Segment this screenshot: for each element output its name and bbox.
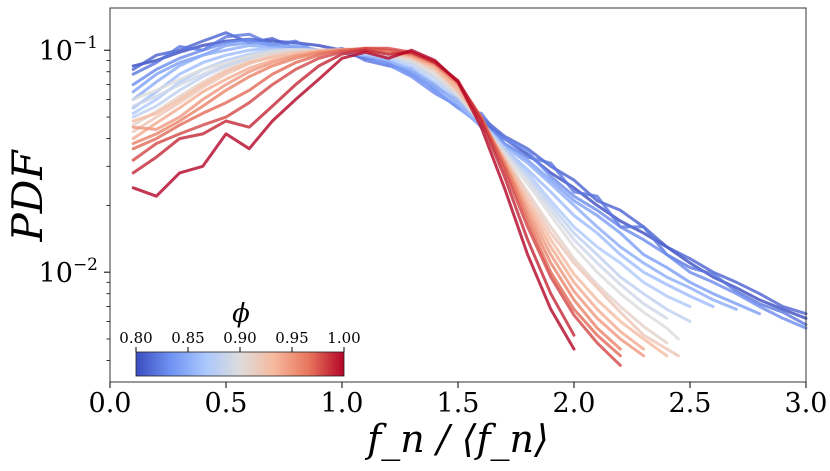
series-line-7	[131, 48, 692, 309]
x-tick-label: 2.5	[669, 388, 712, 419]
colorbar-ticks: 0.80 0.85 0.90 0.95 1.00	[119, 329, 361, 352]
x-tick-label: 0.0	[89, 388, 132, 419]
x-tick-label: 2.0	[553, 388, 596, 419]
series-line-2	[131, 32, 808, 327]
colorbar-tick-label: 1.00	[327, 329, 360, 347]
series-line-5	[131, 44, 738, 311]
y-tick-label: 10−1	[39, 33, 98, 67]
colorbar-tick-label: 0.80	[119, 329, 152, 347]
series-line-11	[131, 48, 669, 345]
series-line-20	[131, 48, 576, 351]
y-axis-label: PDF	[3, 149, 52, 243]
series-line-6	[131, 46, 715, 309]
y-axis: 10−1 10−2	[39, 33, 110, 361]
series-line-19	[131, 48, 576, 337]
x-axis-label: f_n / ⟨f_n⟩	[364, 417, 549, 462]
x-tick-label: 1.0	[321, 388, 364, 419]
series-layer	[131, 31, 808, 367]
x-tick-label: 0.5	[205, 388, 248, 419]
colorbar-tick-label: 0.95	[275, 329, 308, 347]
colorbar: ϕ 0.80 0.85 0.90 0.95 1.00	[119, 299, 361, 377]
x-tick-label: 1.5	[437, 388, 480, 419]
x-tick-label: 3.0	[785, 388, 828, 419]
colorbar-label: ϕ	[232, 299, 250, 329]
series-line-4	[131, 41, 762, 316]
y-tick-label: 10−2	[39, 255, 98, 289]
x-axis: 0.0 0.5 1.0 1.5 2.0 2.5 3.0	[89, 382, 828, 419]
colorbar-tick-label: 0.90	[223, 329, 256, 347]
series-line-3	[131, 37, 808, 330]
colorbar-gradient	[135, 351, 345, 377]
series-line-15	[131, 48, 646, 358]
colorbar-tick-label: 0.85	[171, 329, 204, 347]
series-line-18	[131, 46, 622, 367]
